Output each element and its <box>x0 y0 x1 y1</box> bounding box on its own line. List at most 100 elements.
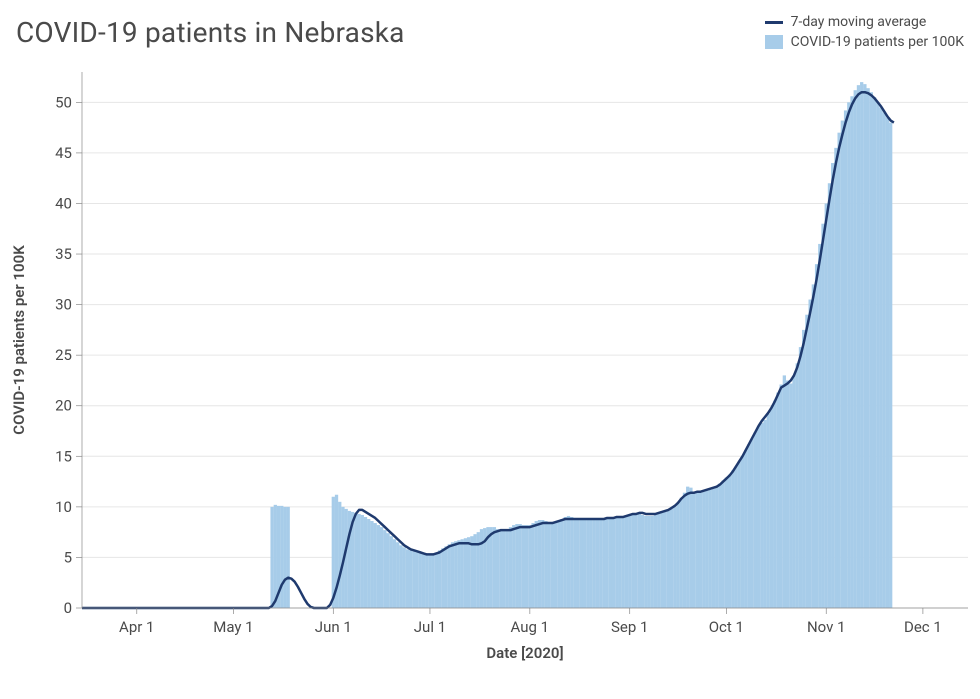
y-tick-label: 45 <box>55 144 72 162</box>
bar <box>741 456 744 608</box>
bar <box>815 264 818 608</box>
bar <box>496 529 499 608</box>
bar <box>825 203 828 608</box>
bar <box>744 450 747 608</box>
bar <box>757 426 760 608</box>
bar <box>808 300 811 608</box>
bar <box>828 183 831 608</box>
x-tick-label: May 1 <box>213 618 253 636</box>
bar <box>367 519 370 608</box>
x-tick-label: Oct 1 <box>709 618 744 636</box>
bar <box>844 110 847 608</box>
bar <box>802 330 805 608</box>
bar <box>715 487 718 608</box>
bar <box>676 503 679 608</box>
bar <box>631 514 634 608</box>
bar <box>786 380 789 608</box>
bar <box>506 529 509 608</box>
bar <box>435 552 438 608</box>
bar <box>770 408 773 608</box>
bar <box>731 470 734 608</box>
bar <box>638 514 641 608</box>
bar <box>551 522 554 608</box>
bar <box>364 517 367 608</box>
bar <box>270 507 273 608</box>
bar <box>422 554 425 608</box>
bar <box>767 414 770 608</box>
bar <box>531 523 534 608</box>
bar <box>750 438 753 608</box>
bar <box>734 466 737 608</box>
bar <box>519 524 522 608</box>
bar <box>522 525 525 608</box>
bar <box>718 484 721 608</box>
bar <box>667 511 670 608</box>
bar <box>461 539 464 608</box>
bar <box>554 522 557 608</box>
bar <box>866 88 869 608</box>
bar <box>699 493 702 608</box>
y-axis-label: COVID-19 patients per 100K <box>10 245 28 435</box>
bar <box>409 550 412 608</box>
bar <box>525 525 528 608</box>
bar <box>789 383 792 608</box>
bar <box>493 527 496 608</box>
bar <box>857 85 860 608</box>
x-tick-label: Jul 1 <box>414 618 446 636</box>
bar <box>651 516 654 608</box>
bar <box>425 554 428 608</box>
bar <box>702 492 705 608</box>
bar <box>799 347 802 608</box>
bar <box>693 492 696 608</box>
bar <box>464 538 467 608</box>
y-tick-label: 15 <box>55 447 72 465</box>
bar <box>747 444 750 608</box>
bar <box>361 515 364 608</box>
bar <box>438 550 441 608</box>
bar <box>641 515 644 608</box>
bar <box>499 530 502 608</box>
bar <box>873 97 876 608</box>
x-tick-label: Aug 1 <box>511 618 550 636</box>
bar <box>448 544 451 608</box>
bar <box>602 518 605 608</box>
bar <box>883 112 886 608</box>
bar <box>399 545 402 608</box>
bar <box>847 102 850 608</box>
bar <box>560 519 563 608</box>
bar <box>538 520 541 608</box>
x-tick-label: Jun 1 <box>315 618 352 636</box>
bar <box>357 514 360 608</box>
bar <box>860 82 863 608</box>
bar <box>886 118 889 608</box>
bar <box>889 123 892 608</box>
bar <box>615 517 618 608</box>
bar <box>274 505 277 608</box>
bar <box>876 102 879 608</box>
bar <box>383 530 386 608</box>
bar <box>754 432 757 608</box>
bar <box>428 554 431 608</box>
bar <box>419 553 422 608</box>
bar <box>280 506 283 608</box>
bar <box>689 488 692 608</box>
bar <box>644 516 647 608</box>
bar <box>541 520 544 608</box>
bar <box>593 519 596 608</box>
bar <box>709 490 712 608</box>
bar <box>796 363 799 608</box>
bar <box>625 516 628 608</box>
bar <box>618 517 621 608</box>
bar <box>544 521 547 608</box>
x-tick-label: Dec 1 <box>904 618 942 636</box>
bar <box>557 521 560 608</box>
bar <box>283 507 286 608</box>
bar <box>444 546 447 608</box>
bar <box>628 515 631 608</box>
y-tick-label: 10 <box>55 498 72 516</box>
bar <box>390 536 393 608</box>
bar <box>837 133 840 608</box>
bar <box>686 487 689 608</box>
y-tick-label: 0 <box>64 599 72 617</box>
bar <box>512 525 515 608</box>
